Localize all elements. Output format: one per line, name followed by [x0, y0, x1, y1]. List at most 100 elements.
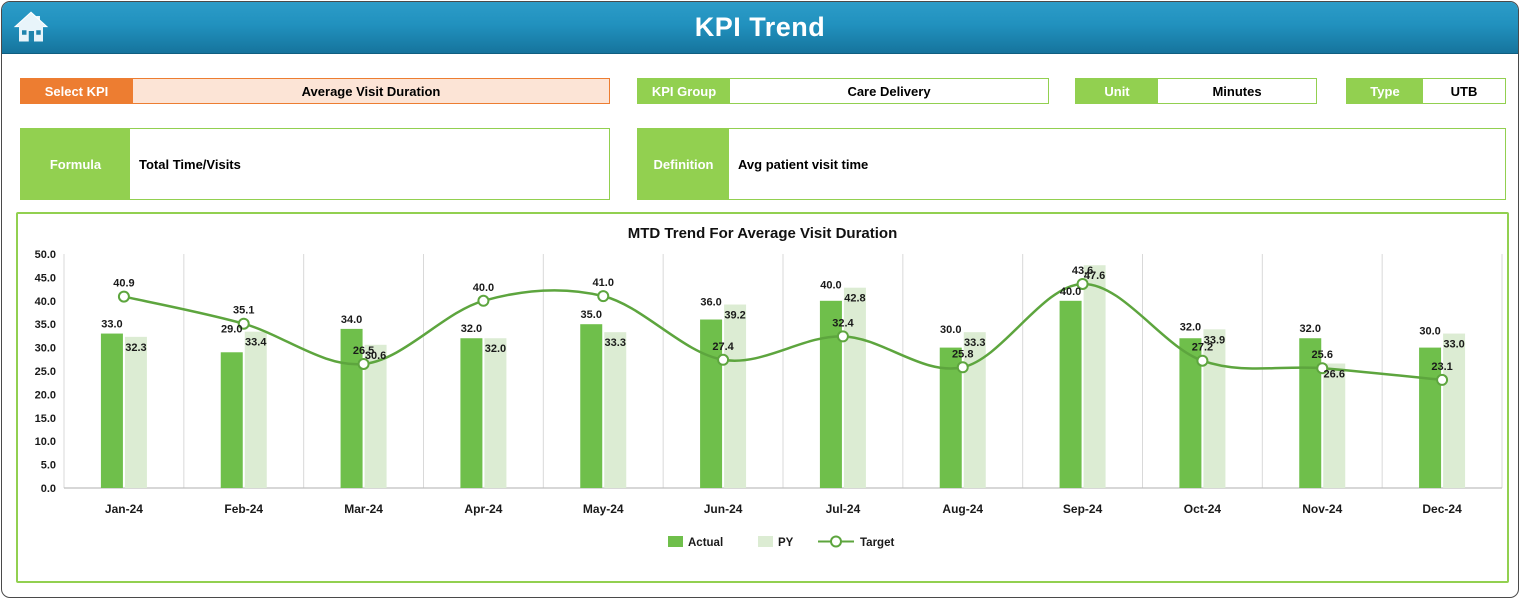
actual-bar: [460, 338, 483, 488]
y-tick-label: 35.0: [35, 319, 56, 331]
x-axis-label: Oct-24: [1184, 502, 1222, 516]
py-bar: [244, 331, 267, 488]
py-bar: [1083, 265, 1106, 488]
legend-swatch-py: [758, 536, 773, 547]
x-axis-label: Mar-24: [344, 502, 383, 516]
target-marker: [357, 357, 370, 370]
unit-label: Unit: [1076, 79, 1158, 103]
target-data-label: 41.0: [593, 277, 614, 289]
actual-data-label: 33.0: [101, 319, 122, 331]
y-tick-label: 25.0: [35, 366, 56, 378]
py-data-label: 33.3: [964, 337, 985, 349]
target-marker: [1316, 362, 1329, 375]
target-marker: [836, 330, 849, 343]
actual-data-label: 32.0: [1300, 323, 1321, 335]
actual-bar: [939, 347, 962, 488]
target-marker: [956, 361, 969, 374]
target-marker: [1076, 277, 1089, 290]
py-data-label: 42.8: [844, 293, 865, 305]
unit-control: Unit Minutes: [1075, 78, 1317, 104]
x-axis-label: Aug-24: [942, 502, 983, 516]
formula-box: Formula Total Time/Visits: [20, 128, 610, 200]
actual-data-label: 40.0: [820, 280, 841, 292]
x-axis-label: Jul-24: [826, 502, 861, 516]
definition-label: Definition: [638, 129, 729, 199]
x-axis-label: Jan-24: [105, 502, 143, 516]
home-icon-graphic: [13, 11, 49, 42]
actual-data-label: 32.0: [1180, 321, 1201, 333]
target-data-label: 27.4: [712, 341, 734, 353]
select-kpi-control: Select KPI Average Visit Duration: [20, 78, 610, 104]
x-axis-label: Dec-24: [1422, 502, 1462, 516]
actual-bar: [1059, 300, 1082, 488]
target-marker: [477, 294, 490, 307]
legend-swatch-actual: [668, 536, 683, 547]
actual-data-label: 40.0: [1060, 286, 1081, 298]
actual-data-label: 36.0: [700, 297, 721, 309]
py-bar: [963, 332, 986, 488]
target-data-label: 40.9: [113, 278, 134, 290]
py-bar: [604, 332, 627, 488]
target-marker: [597, 290, 610, 303]
target-marker: [237, 317, 250, 330]
actual-bar: [100, 333, 123, 488]
actual-bar: [1179, 338, 1202, 488]
actual-bar: [580, 324, 603, 488]
target-data-label: 43.6: [1072, 265, 1093, 277]
y-tick-label: 15.0: [35, 413, 56, 425]
formula-value: Total Time/Visits: [130, 129, 609, 199]
target-data-label: 25.6: [1312, 349, 1333, 361]
x-axis-label: Jun-24: [704, 502, 743, 516]
x-axis-label: Feb-24: [224, 502, 263, 516]
target-data-label: 25.8: [952, 348, 973, 360]
target-marker: [717, 353, 730, 366]
chart-title: MTD Trend For Average Visit Duration: [627, 225, 898, 242]
target-marker: [117, 290, 130, 303]
py-data-label: 33.0: [1443, 339, 1464, 351]
select-kpi-label[interactable]: Select KPI: [21, 79, 132, 103]
py-data-label: 33.3: [605, 337, 626, 349]
x-axis-label: Apr-24: [464, 502, 502, 516]
py-bar: [484, 338, 507, 488]
target-marker: [1196, 354, 1209, 367]
y-tick-label: 10.0: [35, 436, 56, 448]
py-bar: [364, 344, 387, 488]
target-data-label: 26.5: [353, 345, 374, 357]
target-data-label: 40.0: [473, 282, 494, 294]
py-bar: [1203, 329, 1226, 488]
kpi-group-value: Care Delivery: [730, 79, 1048, 103]
py-data-label: 26.6: [1324, 369, 1345, 381]
actual-bar: [819, 300, 842, 488]
py-bar: [1443, 333, 1466, 488]
py-data-label: 32.0: [485, 343, 506, 355]
py-bar: [724, 304, 747, 488]
y-tick-label: 45.0: [35, 272, 56, 284]
actual-data-label: 34.0: [341, 314, 362, 326]
x-axis-label: Sep-24: [1063, 502, 1103, 516]
kpi-group-control: KPI Group Care Delivery: [637, 78, 1049, 104]
select-kpi-value[interactable]: Average Visit Duration: [132, 79, 609, 103]
kpi-group-label: KPI Group: [638, 79, 730, 103]
actual-data-label: 29.0: [221, 324, 242, 336]
y-tick-label: 40.0: [35, 296, 56, 308]
target-data-label: 32.4: [832, 317, 854, 329]
legend-marker-target: [830, 535, 842, 548]
type-label: Type: [1347, 79, 1423, 103]
actual-bar: [1299, 338, 1322, 488]
kpi-trend-chart: 0.0 5.0 10.0 15.0 20.0 25.0 30.0 35.0 40.0 45.0 50…: [35, 249, 1503, 549]
type-value: UTB: [1423, 79, 1505, 103]
actual-data-label: 32.0: [461, 323, 482, 335]
legend-label-target: Target: [860, 537, 894, 549]
definition-value: Avg patient visit time: [729, 129, 1505, 199]
unit-value: Minutes: [1158, 79, 1316, 103]
x-axis-label: May-24: [583, 502, 624, 516]
target-data-label: 23.1: [1431, 361, 1452, 373]
type-control: Type UTB: [1346, 78, 1506, 104]
formula-label: Formula: [21, 129, 130, 199]
actual-bar: [700, 319, 723, 488]
actual-bar: [340, 328, 363, 488]
home-icon[interactable]: [12, 9, 50, 47]
y-tick-label: 0.0: [41, 483, 56, 495]
chart-panel: MTD Trend For Average Visit Duration 0.0…: [16, 212, 1509, 583]
